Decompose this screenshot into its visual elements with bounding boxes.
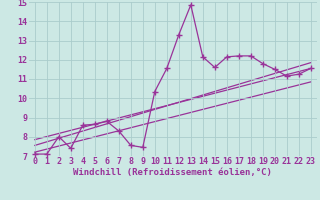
X-axis label: Windchill (Refroidissement éolien,°C): Windchill (Refroidissement éolien,°C) (73, 168, 272, 177)
